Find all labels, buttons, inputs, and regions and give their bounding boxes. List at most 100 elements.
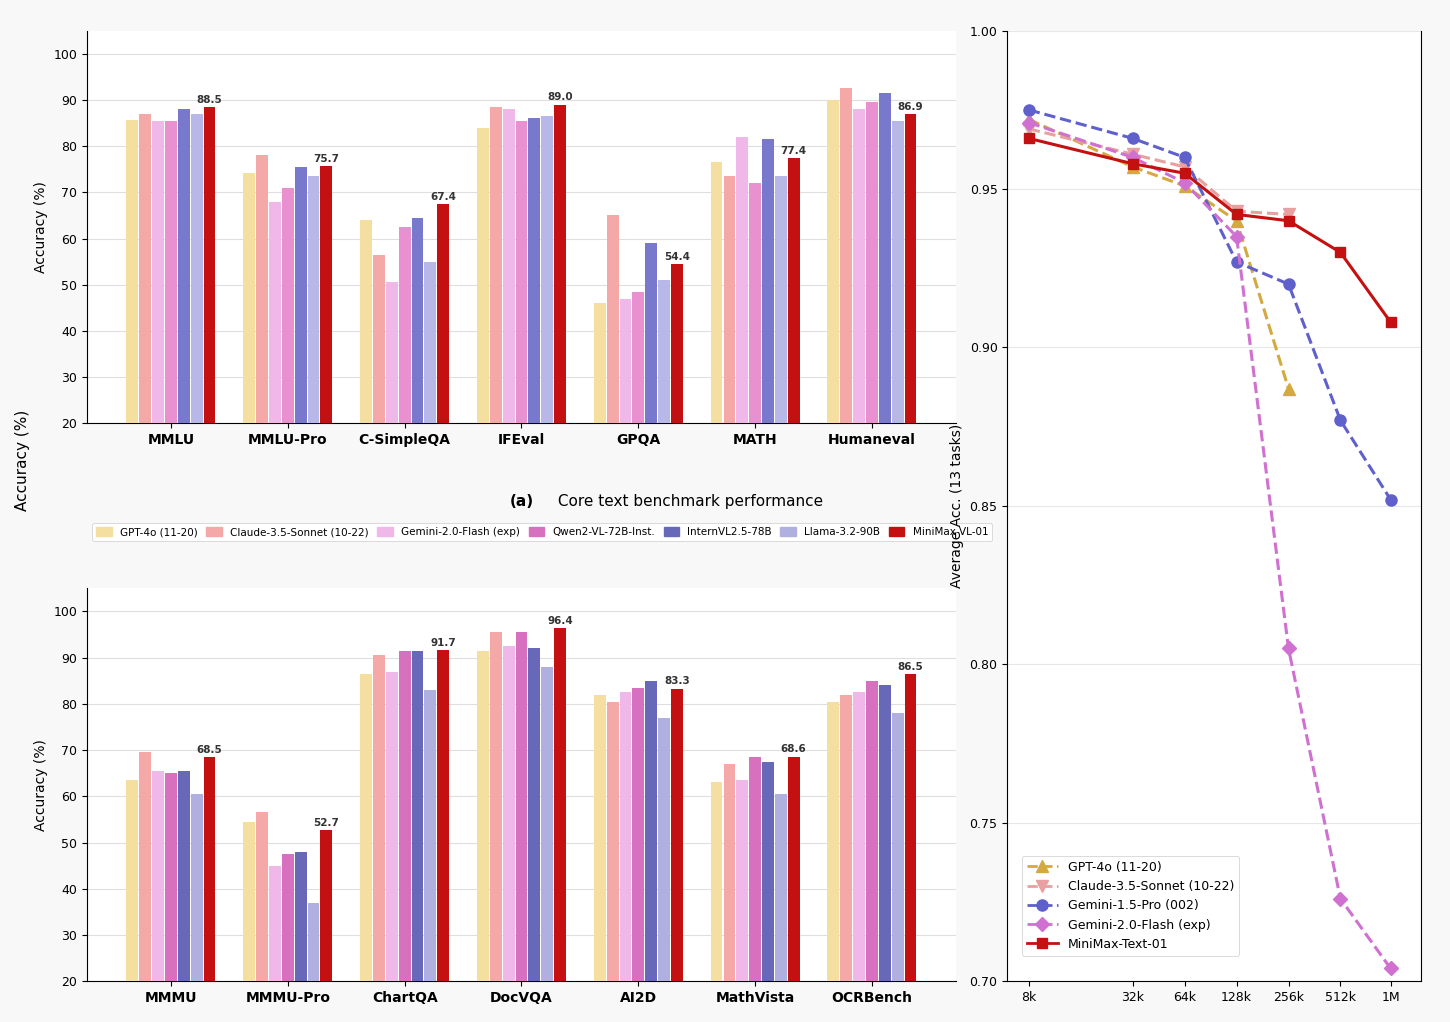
Text: 89.0: 89.0: [547, 92, 573, 102]
Text: 52.7: 52.7: [313, 818, 339, 828]
Bar: [477, 128, 489, 516]
Bar: [737, 137, 748, 516]
Bar: [774, 794, 787, 1022]
Text: Accuracy (%): Accuracy (%): [14, 409, 29, 511]
Text: 75.7: 75.7: [313, 153, 339, 164]
Bar: [139, 113, 151, 516]
Y-axis label: Accuracy (%): Accuracy (%): [33, 739, 48, 831]
Bar: [516, 633, 528, 1022]
Bar: [671, 265, 683, 516]
Y-axis label: Average Acc. (13 tasks): Average Acc. (13 tasks): [950, 424, 964, 588]
Bar: [645, 243, 657, 516]
Bar: [165, 774, 177, 1022]
Bar: [270, 201, 281, 516]
Bar: [866, 681, 877, 1022]
Bar: [528, 648, 541, 1022]
Bar: [152, 771, 164, 1022]
Text: 96.4: 96.4: [547, 616, 573, 625]
Bar: [139, 752, 151, 1022]
Bar: [866, 102, 877, 516]
Bar: [438, 204, 450, 516]
Bar: [541, 667, 552, 1022]
Bar: [632, 291, 644, 516]
Text: Core text benchmark performance: Core text benchmark performance: [552, 494, 822, 509]
Bar: [892, 121, 903, 516]
Bar: [425, 690, 436, 1022]
Bar: [490, 107, 502, 516]
Bar: [386, 671, 397, 1022]
Bar: [710, 783, 722, 1022]
Text: 67.4: 67.4: [431, 192, 457, 202]
Bar: [320, 166, 332, 516]
Bar: [203, 757, 216, 1022]
Bar: [477, 651, 489, 1022]
Bar: [412, 218, 423, 516]
Bar: [244, 173, 255, 516]
Text: (a): (a): [509, 494, 534, 509]
Text: 68.6: 68.6: [780, 744, 806, 754]
Bar: [281, 188, 294, 516]
Bar: [787, 756, 799, 1022]
Bar: [787, 158, 799, 516]
Bar: [541, 117, 552, 516]
Bar: [841, 89, 853, 516]
Bar: [724, 176, 735, 516]
Text: 86.5: 86.5: [898, 661, 924, 671]
Bar: [892, 713, 903, 1022]
Bar: [737, 780, 748, 1022]
Bar: [399, 651, 410, 1022]
Bar: [905, 114, 916, 516]
Text: 88.5: 88.5: [197, 95, 222, 104]
Bar: [619, 298, 631, 516]
Text: 91.7: 91.7: [431, 638, 457, 648]
Bar: [554, 104, 566, 516]
Bar: [425, 262, 436, 516]
Bar: [619, 692, 631, 1022]
Bar: [373, 655, 384, 1022]
Bar: [606, 216, 619, 516]
Bar: [750, 183, 761, 516]
Bar: [257, 155, 268, 516]
Legend: GPT-4o (11-20), Claude-3.5-Sonnet (10-22), Gemini-1.5-Pro (002), Gemini-2.0-Flas: GPT-4o (11-20), Claude-3.5-Sonnet (10-22…: [1022, 855, 1240, 956]
Bar: [853, 109, 866, 516]
Bar: [528, 119, 541, 516]
Text: 77.4: 77.4: [780, 146, 806, 156]
Bar: [841, 695, 853, 1022]
Bar: [178, 109, 190, 516]
Bar: [320, 830, 332, 1022]
Bar: [594, 695, 606, 1022]
Bar: [178, 771, 190, 1022]
Bar: [554, 629, 566, 1022]
Bar: [710, 162, 722, 516]
Bar: [281, 854, 294, 1022]
Bar: [244, 822, 255, 1022]
Bar: [399, 227, 410, 516]
Bar: [386, 282, 397, 516]
Bar: [191, 794, 203, 1022]
Text: 83.3: 83.3: [664, 677, 690, 687]
Bar: [774, 176, 787, 516]
Bar: [412, 651, 423, 1022]
Bar: [270, 866, 281, 1022]
Bar: [828, 100, 840, 516]
Bar: [671, 689, 683, 1022]
Bar: [126, 780, 138, 1022]
Bar: [191, 113, 203, 516]
Bar: [763, 139, 774, 516]
Bar: [905, 673, 916, 1022]
Bar: [828, 701, 840, 1022]
Legend: GPT-4o (11-20), Claude-3.5-Sonnet (10-22), Gemini-2.0-Flash (exp), Qwen2-VL-72B-: GPT-4o (11-20), Claude-3.5-Sonnet (10-22…: [93, 523, 992, 542]
Bar: [879, 686, 890, 1022]
Bar: [750, 757, 761, 1022]
Bar: [724, 764, 735, 1022]
Bar: [307, 176, 319, 516]
Bar: [503, 109, 515, 516]
Bar: [853, 692, 866, 1022]
Bar: [373, 254, 384, 516]
Bar: [879, 93, 890, 516]
Bar: [307, 902, 319, 1022]
Bar: [606, 701, 619, 1022]
Bar: [165, 121, 177, 516]
Bar: [658, 280, 670, 516]
Bar: [658, 717, 670, 1022]
